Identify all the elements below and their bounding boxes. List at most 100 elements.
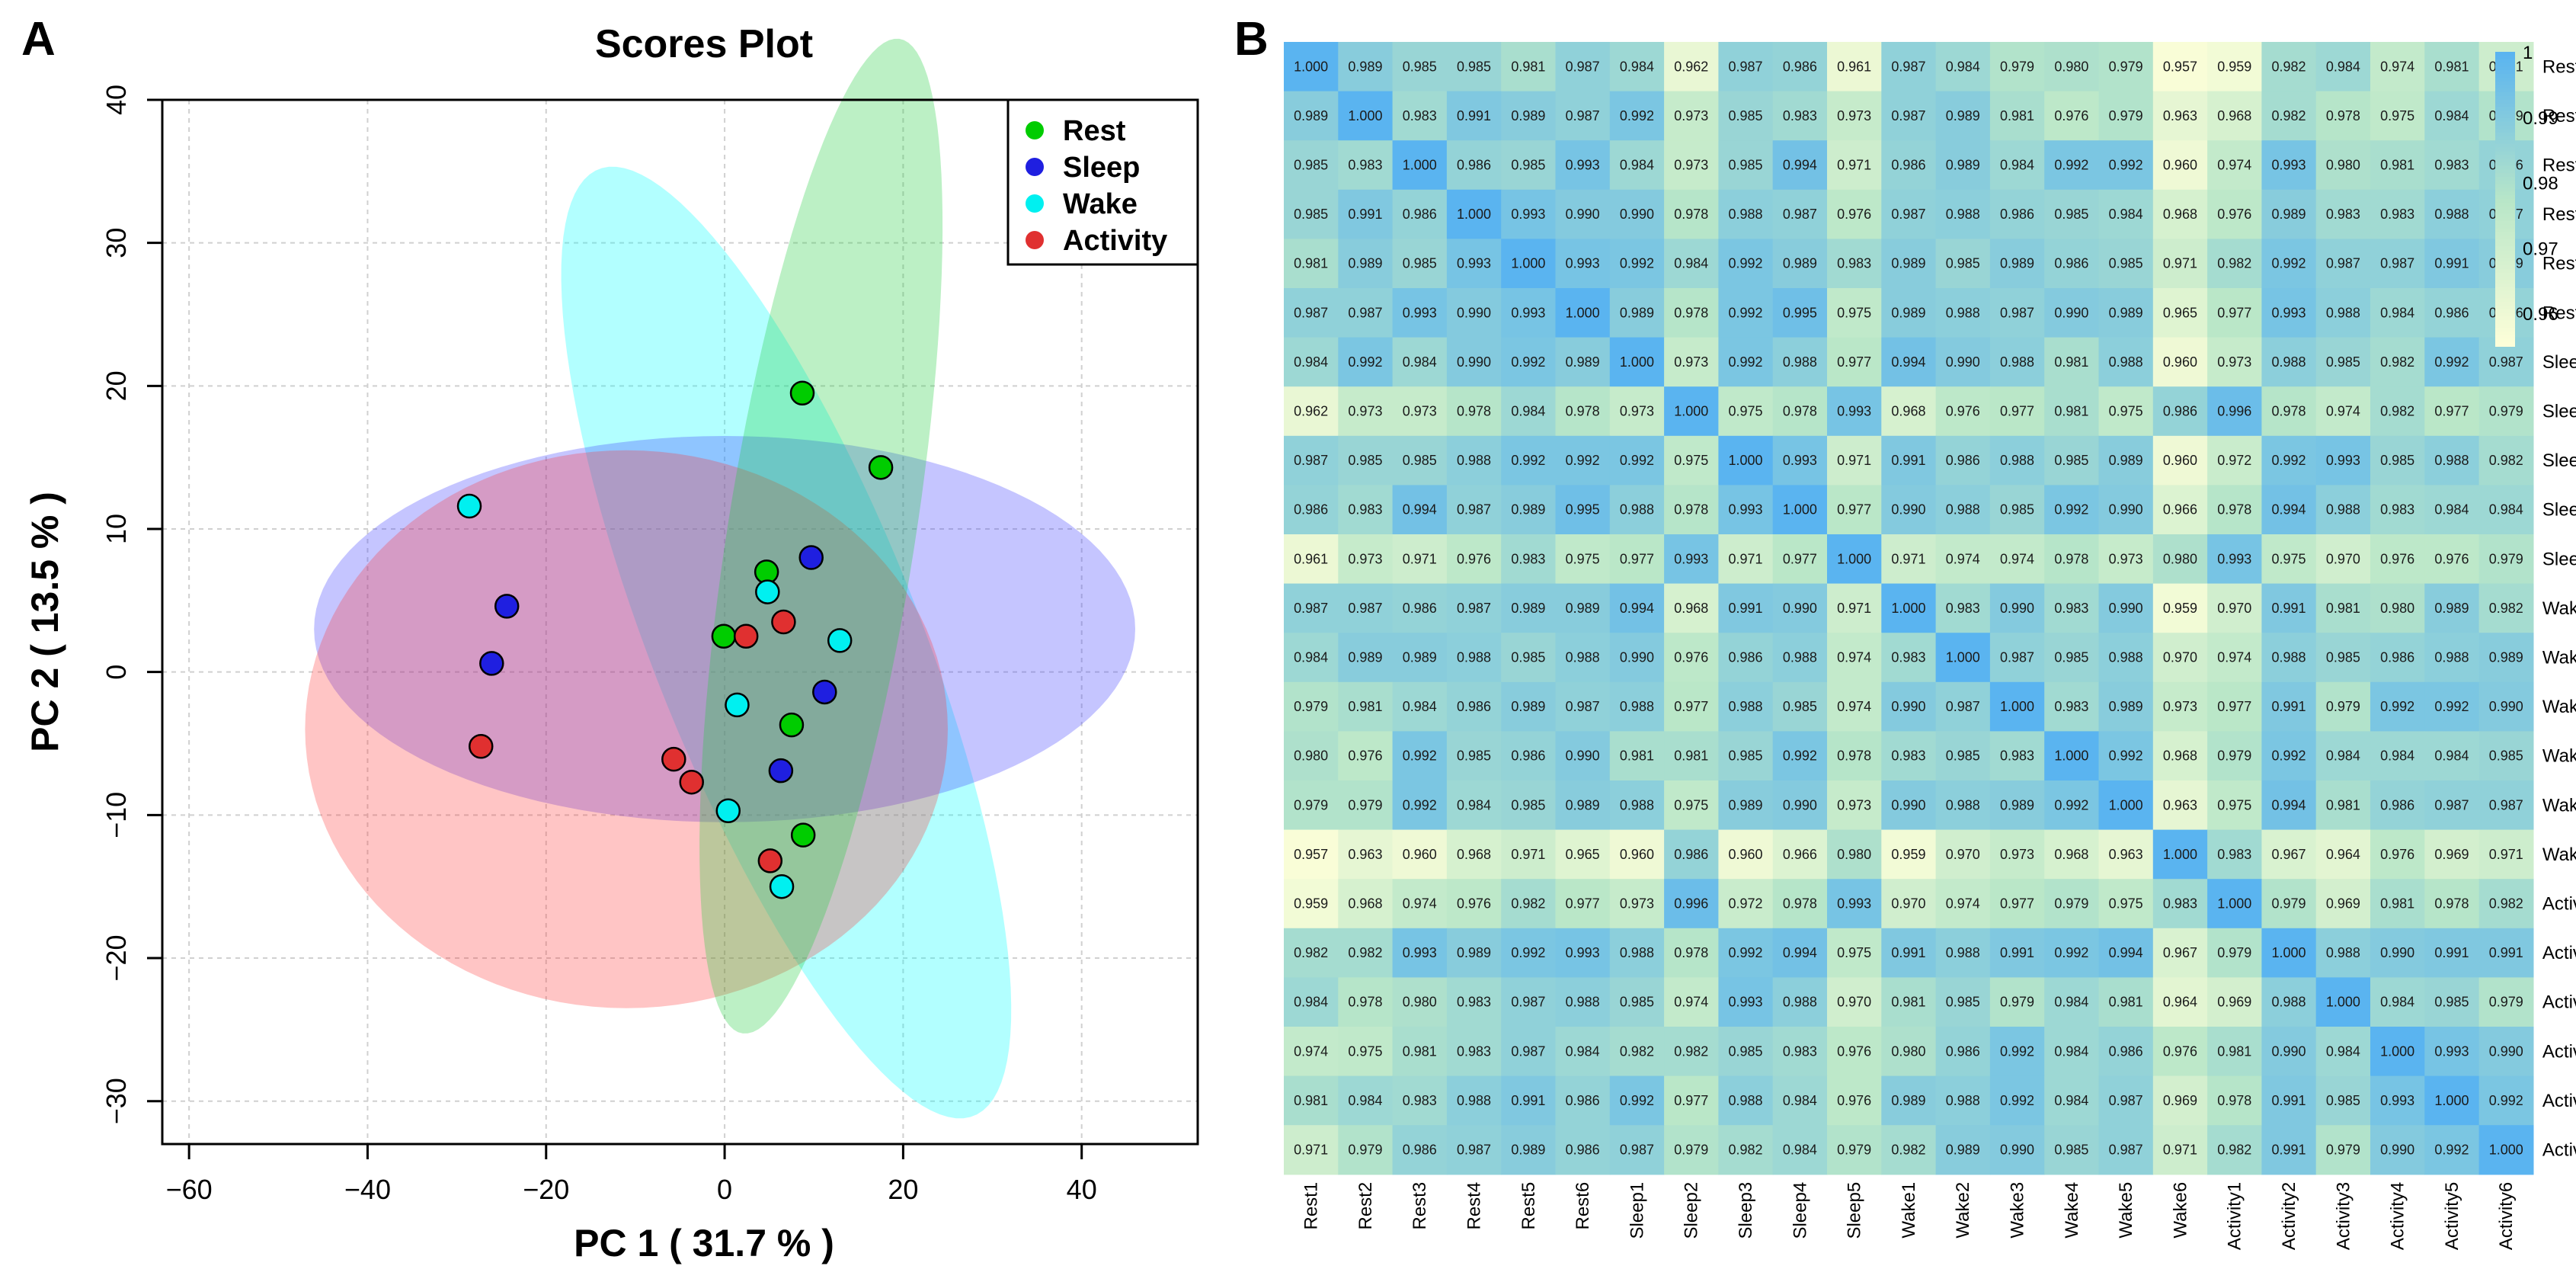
colorbar-segment	[2495, 206, 2515, 211]
heatmap-cell-value: 1.000	[1783, 502, 1817, 518]
heatmap-cell-value: 0.988	[1566, 650, 1600, 665]
colorbar-segment	[2495, 228, 2515, 233]
colorbar-segment	[2495, 81, 2515, 86]
heatmap-cell-value: 0.968	[2163, 207, 2197, 222]
heatmap-cell	[2261, 977, 2317, 1027]
heatmap-cell-value: 0.975	[1674, 797, 1708, 812]
heatmap-cell-value: 0.988	[2000, 453, 2034, 468]
heatmap-cell	[1935, 42, 1991, 92]
heatmap-row-label: Sleep5	[2542, 549, 2576, 569]
heatmap-cell-value: 0.963	[1348, 847, 1382, 862]
heatmap-cell-value: 0.973	[1674, 108, 1708, 123]
heatmap-cell-value: 0.986	[2380, 797, 2414, 812]
heatmap-cell-value: 0.986	[1294, 502, 1328, 518]
heatmap-cell	[2424, 288, 2480, 338]
point-rest	[868, 455, 894, 480]
heatmap-cell	[1827, 485, 1882, 535]
heatmap-cell-value: 0.989	[1457, 945, 1491, 960]
heatmap-cell	[1338, 1125, 1394, 1175]
scores-x-axis: −60 −40 −20 0 20 40	[166, 1143, 1097, 1205]
colorbar-segment	[2495, 268, 2515, 274]
heatmap-cell	[1935, 337, 1991, 387]
heatmap-cell-value: 0.988	[1946, 1093, 1980, 1108]
heatmap-cell	[2044, 731, 2100, 781]
colorbar-segment	[2495, 114, 2515, 119]
heatmap-cell	[1772, 731, 1828, 781]
heatmap-cell	[1881, 1125, 1937, 1175]
heatmap-cell-value: 0.993	[1511, 305, 1545, 320]
heatmap-cell	[2152, 681, 2208, 732]
heatmap-cell-value: 0.992	[1620, 108, 1654, 123]
heatmap-row-label: Sleep1	[2542, 352, 2576, 373]
heatmap-cell	[2207, 829, 2262, 880]
heatmap-cell-value: 0.993	[1457, 256, 1491, 271]
heatmap-column-label: Sleep5	[1845, 1182, 1865, 1239]
heatmap-cell-value: 0.991	[2434, 256, 2469, 271]
heatmap-colorbar: 1 0.99 0.98 0.97 0.96	[2495, 43, 2558, 347]
heatmap-cell-value: 0.978	[1783, 404, 1817, 419]
heatmap-cell-value: 0.987	[2489, 797, 2523, 812]
heatmap-cell	[1338, 435, 1394, 486]
colorbar-segment	[2495, 324, 2515, 329]
heatmap-cell-value: 0.976	[2434, 551, 2469, 566]
heatmap-cell	[2044, 928, 2100, 978]
heatmap-cell	[1664, 1125, 1719, 1175]
heatmap-cell-value: 0.982	[1620, 1043, 1654, 1059]
heatmap-cell-value: 0.984	[2434, 502, 2469, 518]
heatmap-cell-value: 0.986	[1403, 207, 1437, 222]
heatmap-cell-value: 0.994	[1783, 945, 1817, 960]
heatmap-cell	[1446, 140, 1502, 191]
heatmap-cell	[1555, 780, 1611, 831]
heatmap-cell-value: 0.987	[1294, 601, 1328, 616]
heatmap-cell-value: 0.979	[2272, 896, 2306, 912]
heatmap-cell-value: 0.992	[1729, 945, 1763, 960]
heatmap-row-label: Wake6	[2542, 845, 2576, 865]
heatmap-cell	[2478, 633, 2534, 683]
heatmap-cell-value: 0.983	[1946, 601, 1980, 616]
heatmap-cell-value: 0.984	[2434, 748, 2469, 764]
heatmap-cell-value: 0.984	[2000, 158, 2034, 173]
heatmap-cell-value: 0.973	[1620, 896, 1654, 912]
heatmap-cell	[2478, 583, 2534, 633]
heatmap-cell	[1609, 1075, 1665, 1126]
heatmap-cell-value: 1.000	[1946, 650, 1980, 665]
heatmap-cell	[2098, 42, 2154, 92]
heatmap-cell-value: 0.986	[1457, 158, 1491, 173]
heatmap-cell	[2152, 485, 2208, 535]
heatmap-cell	[2261, 633, 2317, 683]
heatmap-cell	[1935, 829, 1991, 880]
heatmap-cell-value: 0.989	[1511, 502, 1545, 518]
heatmap-cell-value: 0.988	[1729, 699, 1763, 714]
heatmap-cell-value: 1.000	[1674, 404, 1708, 419]
heatmap-cell-value: 0.983	[1457, 1043, 1491, 1059]
heatmap-row-labels: Rest1 Rest2 Rest3 Rest4 Rest5 Rest6 Sleep1 Slee…	[2542, 56, 2576, 1160]
heatmap-cell-value: 0.987	[1348, 601, 1382, 616]
heatmap-cell	[1501, 42, 1557, 92]
heatmap-cell	[1392, 879, 1448, 929]
heatmap-cell-value: 0.990	[1457, 354, 1491, 370]
heatmap-cell-value: 0.985	[1348, 453, 1382, 468]
heatmap-cell-value: 0.989	[1348, 59, 1382, 74]
heatmap-cell-value: 0.982	[2489, 601, 2523, 616]
heatmap-cell-value: 0.987	[1783, 207, 1817, 222]
heatmap-cell-value: 0.987	[1566, 59, 1600, 74]
heatmap-cell	[2370, 485, 2425, 535]
heatmap-cell-value: 1.000	[1294, 59, 1328, 74]
heatmap-cell	[1989, 140, 2045, 191]
heatmap-cell	[1446, 829, 1502, 880]
heatmap-cell	[2424, 1027, 2480, 1077]
heatmap-cell	[1718, 239, 1774, 289]
heatmap-cell	[2044, 1125, 2100, 1175]
heatmap-cell-value: 0.969	[2326, 896, 2360, 912]
heatmap-cell-value: 0.983	[1783, 108, 1817, 123]
heatmap-cell	[1881, 681, 1937, 732]
heatmap-cell	[1609, 91, 1665, 141]
heatmap-cell	[1338, 928, 1394, 978]
heatmap-cell-value: 0.992	[1403, 748, 1437, 764]
heatmap-cell-value: 0.988	[1457, 1093, 1491, 1108]
heatmap-cell-value: 0.992	[2054, 945, 2088, 960]
heatmap-cell	[2370, 879, 2425, 929]
heatmap-cell-value: 0.992	[1620, 1093, 1654, 1108]
heatmap-cell-value: 0.967	[2163, 945, 2197, 960]
heatmap-cell	[1989, 1075, 2045, 1126]
